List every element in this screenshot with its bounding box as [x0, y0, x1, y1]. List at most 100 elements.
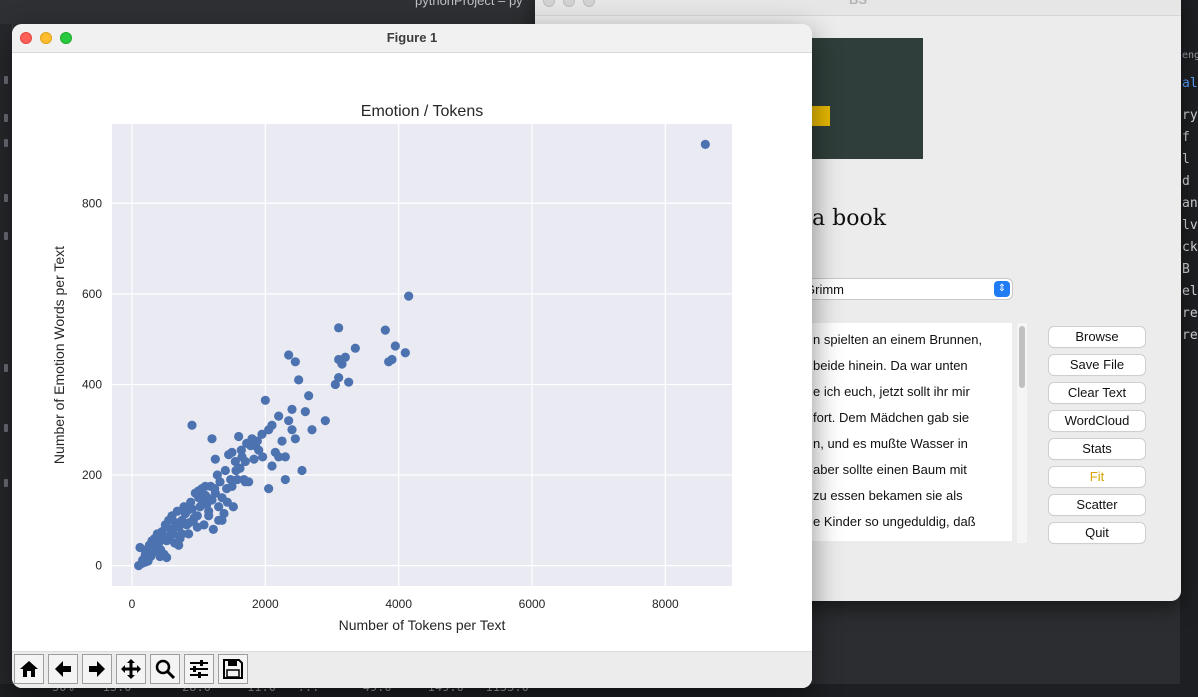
data-point [267, 461, 277, 471]
text-line: beide hinein. Da war unten [813, 358, 968, 373]
text-line: n spielten an einem Brunnen, [813, 332, 983, 347]
tool-icon[interactable] [4, 139, 8, 147]
data-point [215, 477, 225, 487]
data-point [350, 343, 360, 353]
scatter-plot[interactable]: 0 2000 4000 6000 8000 0 200 400 600 800 Emotion /… [12, 52, 812, 650]
data-point [231, 465, 241, 476]
y-tick-label: 200 [82, 468, 102, 482]
quit-button[interactable]: Quit [1049, 523, 1145, 543]
ide-code-editor[interactable]: eng al ry f l d an lv ck B el re re [1180, 0, 1198, 697]
subplots-config-icon[interactable] [184, 654, 214, 684]
wordcloud-button[interactable]: WordCloud [1049, 411, 1145, 431]
back-arrow-icon[interactable] [48, 654, 78, 684]
data-point [177, 529, 187, 539]
data-point [184, 529, 194, 539]
code-fragment: re [1182, 306, 1198, 321]
data-point [304, 391, 314, 401]
data-point [300, 407, 310, 417]
x-tick-label: 6000 [519, 597, 546, 611]
text-line: fort. Dem Mädchen gab sie [813, 410, 970, 425]
code-fragment: d [1182, 174, 1190, 189]
data-point [267, 420, 277, 430]
tool-icon[interactable] [4, 76, 8, 84]
tool-icon[interactable] [4, 479, 8, 487]
data-point [344, 377, 354, 387]
data-point [284, 416, 294, 426]
figure-title-bar: Figure 1 [12, 24, 812, 53]
data-point [207, 434, 217, 444]
scrollbar-thumb[interactable] [1019, 326, 1025, 388]
data-point [227, 447, 237, 457]
x-axis-label: Number of Tokens per Text [339, 617, 506, 633]
home-icon[interactable] [14, 654, 44, 684]
stats-button[interactable]: Stats [1049, 439, 1145, 459]
data-point [297, 465, 307, 476]
data-point [174, 540, 184, 550]
tool-icon[interactable] [4, 424, 8, 432]
data-point [330, 379, 340, 390]
pan-icon[interactable] [116, 654, 146, 684]
data-point [307, 425, 317, 435]
zoom-icon[interactable] [150, 654, 180, 684]
data-point [294, 375, 304, 385]
close-button[interactable] [20, 32, 32, 44]
tool-icon[interactable] [4, 114, 8, 122]
data-point [249, 454, 259, 464]
data-point [236, 445, 246, 455]
data-point [334, 373, 344, 383]
data-point [227, 481, 237, 491]
data-point [284, 350, 294, 360]
text-line: aber sollte einen Baum mit [813, 462, 967, 477]
data-point [200, 481, 210, 491]
data-point [287, 425, 297, 435]
data-point [246, 440, 256, 451]
data-point [144, 551, 154, 561]
clear-text-button[interactable]: Clear Text [1049, 383, 1145, 403]
data-point [240, 477, 250, 487]
data-point [258, 452, 268, 462]
text-line: zu essen bekamen sie als [813, 488, 963, 503]
data-point [334, 323, 344, 333]
save-icon[interactable] [218, 654, 248, 684]
data-point [264, 484, 274, 494]
data-point [208, 524, 218, 534]
y-tick-label: 0 [95, 559, 102, 573]
y-tick-label: 400 [82, 377, 102, 391]
data-point [400, 348, 410, 358]
code-fragment: B [1182, 262, 1190, 277]
book-select[interactable]: Grimm ⇕ [795, 279, 1012, 299]
code-fragment: ck [1182, 240, 1198, 255]
zoom-window-button[interactable] [60, 32, 72, 44]
figure-title: Figure 1 [386, 30, 438, 45]
fit-button[interactable]: Fit [1049, 467, 1145, 487]
text-scrollbar[interactable] [1017, 323, 1027, 543]
select-chevron-icon[interactable]: ⇕ [994, 281, 1010, 297]
tool-icon[interactable] [4, 194, 8, 202]
data-point [290, 357, 300, 367]
data-points [134, 139, 710, 571]
minimize-button[interactable] [40, 32, 52, 44]
book-text-area[interactable]: n spielten an einem Brunnen, beide hinei… [800, 323, 1012, 541]
forward-arrow-icon[interactable] [82, 654, 112, 684]
tick-labels: 0 2000 4000 6000 8000 0 200 400 600 800 [82, 196, 679, 611]
tool-icon[interactable] [4, 364, 8, 372]
code-fragment: l [1182, 152, 1190, 167]
book-select-value: Grimm [805, 282, 844, 297]
code-fragment: al [1182, 76, 1198, 91]
save-file-button[interactable]: Save File [1049, 355, 1145, 375]
data-point [700, 139, 710, 149]
data-point [217, 515, 227, 525]
scatter-button[interactable]: Scatter [1049, 495, 1145, 515]
data-point [234, 431, 244, 442]
code-fragment: lv [1182, 218, 1198, 233]
tool-icon[interactable] [4, 232, 8, 240]
bs-title-bar: BS [535, 0, 1181, 16]
data-point [135, 542, 145, 553]
data-point [150, 539, 160, 549]
code-fragment: re [1182, 328, 1198, 343]
figure-window: Figure 1 0 2000 4000 6000 8000 0 200 400 600 800 … [12, 24, 812, 688]
browse-button[interactable]: Browse [1049, 327, 1145, 347]
console-row: 50% 13.0 28.0 11.0 ... 49.0 149.0 1155.0 [52, 684, 529, 694]
data-point [162, 552, 172, 563]
data-point [204, 511, 214, 521]
